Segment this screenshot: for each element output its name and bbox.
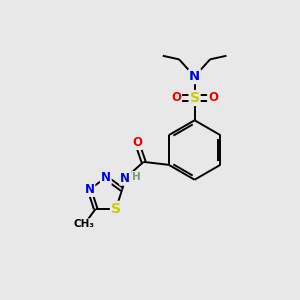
Text: N: N — [189, 70, 200, 83]
Text: CH₃: CH₃ — [74, 219, 95, 229]
Text: N: N — [120, 172, 130, 185]
Text: N: N — [84, 183, 94, 196]
Text: O: O — [208, 92, 218, 104]
Text: S: S — [111, 202, 121, 216]
Text: O: O — [171, 92, 181, 104]
Text: H: H — [132, 172, 141, 182]
Text: S: S — [190, 91, 200, 105]
Text: O: O — [132, 136, 142, 149]
Text: N: N — [101, 171, 111, 184]
